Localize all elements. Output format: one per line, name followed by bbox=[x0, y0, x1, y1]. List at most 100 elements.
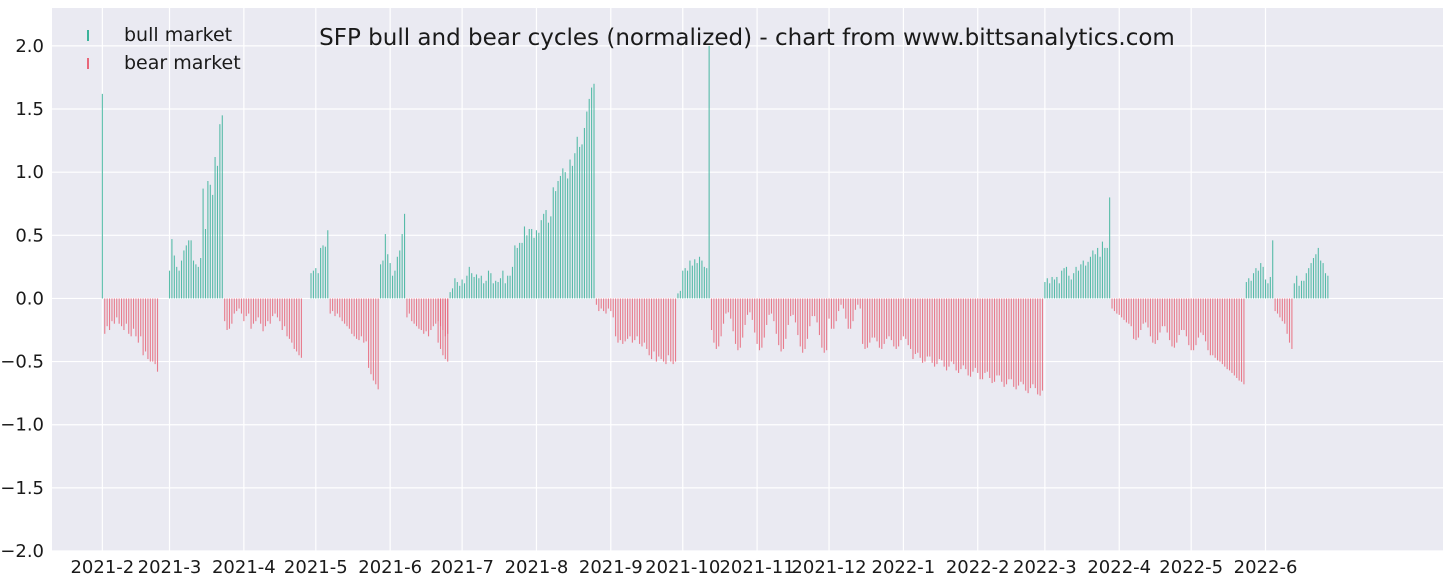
bear-bar bbox=[806, 298, 809, 339]
y-tick-label: 2.0 bbox=[15, 36, 44, 57]
bull-bar bbox=[581, 144, 583, 299]
bear-bar bbox=[1022, 298, 1024, 385]
bear-bar bbox=[967, 298, 969, 376]
bear-bar bbox=[262, 298, 264, 332]
bull-bar bbox=[1324, 273, 1327, 299]
bear-bar bbox=[1176, 298, 1178, 343]
bear-bar bbox=[1193, 298, 1195, 351]
bull-bar bbox=[192, 260, 195, 299]
bear-bar bbox=[660, 298, 662, 360]
bear-bar bbox=[816, 298, 818, 323]
bear-bar bbox=[1001, 298, 1003, 382]
y-tick-label: 1.0 bbox=[15, 162, 44, 183]
bear-bar bbox=[989, 298, 991, 378]
y-axis-ticks: −2.0 −1.5 −1.0 −0.5 0.0 0.5 1.0 1.5 2.0 bbox=[0, 36, 44, 562]
bear-bar bbox=[123, 298, 125, 331]
bear-bar bbox=[1041, 298, 1044, 391]
plot-background bbox=[52, 8, 1443, 551]
bear-bar bbox=[744, 298, 746, 325]
bull-bar bbox=[221, 115, 223, 299]
bear-bar bbox=[624, 298, 626, 342]
bull-bar bbox=[509, 275, 511, 299]
bull-bar bbox=[1106, 247, 1108, 299]
bear-bar bbox=[641, 298, 643, 347]
bear-bar bbox=[1212, 298, 1214, 356]
bear-bar bbox=[1217, 298, 1219, 361]
x-tick-label: 2021-2 bbox=[70, 557, 134, 578]
bear-bar bbox=[109, 298, 111, 331]
bear-bar bbox=[881, 298, 883, 349]
bear-bar bbox=[1010, 298, 1012, 380]
bull-bar bbox=[1303, 280, 1305, 299]
bull-bar bbox=[583, 127, 585, 299]
bear-bar bbox=[140, 298, 142, 337]
bear-bar bbox=[917, 298, 919, 353]
bull-bar bbox=[557, 181, 559, 299]
bull-bar bbox=[547, 222, 549, 299]
bear-bar bbox=[804, 298, 806, 349]
bull-bar bbox=[466, 275, 468, 299]
bull-bar bbox=[1101, 241, 1103, 299]
bear-bar bbox=[406, 298, 408, 318]
bear-bar bbox=[941, 298, 943, 361]
bear-bar bbox=[447, 298, 449, 362]
bear-bar bbox=[1157, 298, 1159, 341]
bear-bar bbox=[1200, 298, 1202, 333]
bear-bar bbox=[1164, 298, 1166, 327]
bear-bar bbox=[1013, 298, 1015, 387]
bear-bar bbox=[766, 298, 768, 325]
bull-bar bbox=[473, 276, 475, 299]
bear-bar bbox=[905, 298, 907, 339]
bull-bar bbox=[1089, 256, 1091, 299]
bull-bar bbox=[545, 210, 547, 299]
bull-bar bbox=[523, 226, 526, 299]
bear-bar bbox=[1017, 298, 1020, 386]
bear-bar bbox=[670, 298, 672, 362]
bear-bar bbox=[732, 298, 734, 332]
bull-bar bbox=[1109, 197, 1111, 299]
bear-bar bbox=[1135, 298, 1137, 341]
bull-bar bbox=[1293, 283, 1295, 299]
bull-bar bbox=[516, 247, 518, 299]
x-tick-label: 2022-5 bbox=[1159, 557, 1223, 578]
bull-bar bbox=[399, 250, 401, 299]
bear-bar bbox=[1276, 298, 1279, 314]
bear-bar bbox=[1116, 298, 1118, 314]
bull-bar bbox=[180, 260, 183, 299]
bear-bar bbox=[622, 298, 624, 344]
bull-bar bbox=[463, 283, 466, 299]
bull-bar bbox=[310, 273, 312, 299]
bull-bar bbox=[1061, 270, 1063, 299]
bear-bar bbox=[272, 298, 274, 317]
bull-bar bbox=[521, 242, 523, 299]
bear-bar bbox=[1161, 298, 1163, 327]
bear-bar bbox=[900, 298, 902, 341]
bull-bar bbox=[1049, 283, 1051, 299]
bear-bar bbox=[1137, 298, 1139, 338]
bear-bar bbox=[365, 298, 367, 342]
bear-bar bbox=[996, 298, 998, 376]
bull-bar bbox=[550, 216, 552, 299]
bear-bar bbox=[627, 298, 629, 339]
bull-bar bbox=[1070, 279, 1072, 299]
bull-bar bbox=[708, 45, 710, 299]
bear-bar bbox=[907, 298, 909, 346]
bear-bar bbox=[895, 298, 897, 349]
bull-bar bbox=[1099, 256, 1101, 299]
bear-bar bbox=[132, 298, 135, 329]
bear-bar bbox=[1183, 298, 1185, 331]
bull-bar bbox=[507, 275, 509, 299]
bear-bar bbox=[351, 298, 353, 334]
bull-bar bbox=[497, 282, 499, 299]
bear-bar bbox=[802, 298, 804, 353]
bear-bar bbox=[430, 298, 432, 331]
y-tick-label: 0.0 bbox=[15, 288, 44, 309]
x-tick-label: 2021-8 bbox=[505, 557, 569, 578]
bear-bar bbox=[998, 298, 1000, 376]
bear-bar bbox=[775, 298, 777, 334]
bear-bar bbox=[965, 298, 967, 370]
bear-bar bbox=[415, 298, 418, 327]
bear-bar bbox=[648, 298, 650, 356]
bull-bar bbox=[216, 165, 219, 299]
